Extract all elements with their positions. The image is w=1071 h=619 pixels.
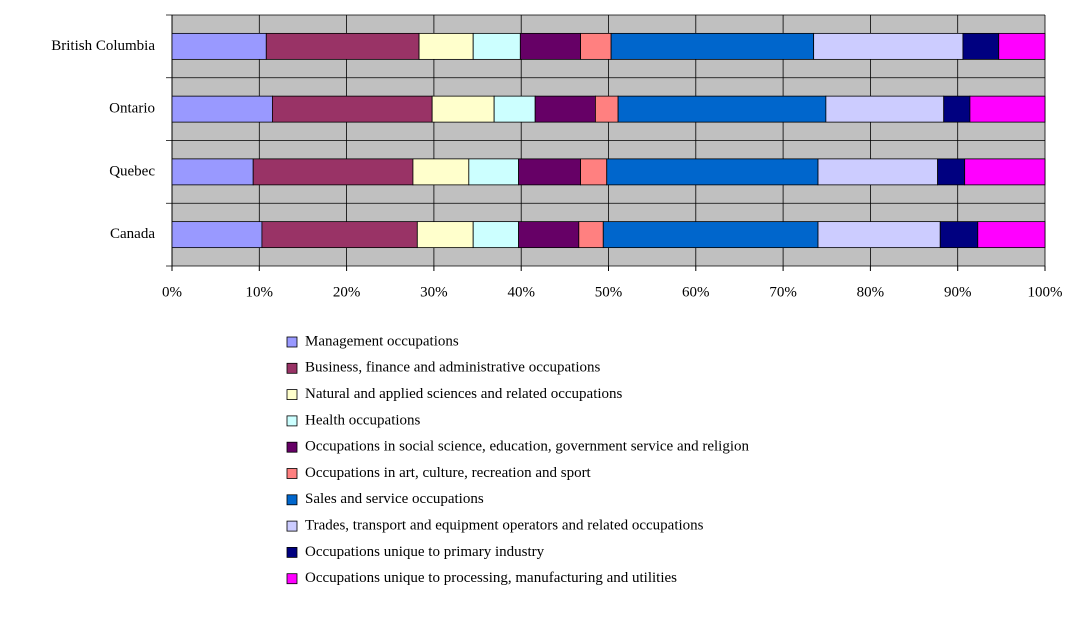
- x-tick-label: 40%: [507, 284, 535, 300]
- y-tick-label: British Columbia: [51, 38, 155, 54]
- legend-label: Occupations in art, culture, recreation …: [305, 465, 592, 481]
- bar-segment: [617, 95, 827, 123]
- legend-swatch: [286, 468, 298, 479]
- bar-segment: [271, 95, 433, 123]
- bar-segment: [998, 32, 1046, 60]
- bar-segment: [472, 221, 519, 249]
- legend-swatch: [286, 520, 298, 532]
- bar-segment: [519, 32, 581, 60]
- legend-swatch: [286, 573, 298, 585]
- bar-segment: [171, 158, 254, 186]
- y-tick-label: Ontario: [109, 101, 155, 117]
- bar-segment: [610, 32, 815, 60]
- legend-swatch: [286, 441, 298, 453]
- legend-swatch: [286, 362, 298, 374]
- x-tick-label: 50%: [595, 284, 623, 300]
- bar-segment: [171, 95, 273, 123]
- bar-segment: [431, 95, 495, 123]
- legend-swatch: [286, 547, 298, 558]
- bar-segment: [602, 221, 819, 249]
- legend-label: Occupations unique to primary industry: [305, 544, 545, 560]
- bar-segment: [817, 158, 939, 186]
- bar-segment: [977, 221, 1046, 249]
- x-tick-label: 60%: [682, 284, 710, 300]
- bar-segment: [580, 158, 608, 186]
- x-tick-label: 90%: [944, 284, 972, 300]
- x-tick-label: 100%: [1028, 284, 1063, 300]
- legend-label: Management occupations: [305, 333, 459, 349]
- bar-segment: [416, 221, 474, 249]
- y-tick-label: Canada: [110, 226, 155, 242]
- bar-segment: [969, 95, 1046, 123]
- legend-swatch: [286, 415, 298, 427]
- x-tick-label: 80%: [857, 284, 885, 300]
- bar-segment: [962, 32, 1000, 60]
- bar-segment: [595, 95, 619, 123]
- bar-segment: [580, 32, 612, 60]
- x-tick-label: 20%: [333, 284, 361, 300]
- bar-segment: [939, 221, 979, 249]
- bar-segment: [817, 221, 941, 249]
- legend-label: Sales and service occupations: [305, 491, 484, 507]
- x-tick-label: 30%: [420, 284, 448, 300]
- bar-segment: [813, 32, 964, 60]
- bar-segment: [518, 221, 580, 249]
- x-tick-label: 0%: [162, 284, 182, 300]
- bar-segment: [265, 32, 420, 60]
- bar-segment: [964, 158, 1046, 186]
- legend-label: Occupations in social science, education…: [305, 439, 750, 455]
- legend-label: Natural and applied sciences and related…: [305, 386, 623, 402]
- bar-segment: [171, 221, 263, 249]
- bar-segment: [943, 95, 971, 123]
- bar-segment: [468, 158, 519, 186]
- bar-segment: [534, 95, 596, 123]
- bar-segment: [825, 95, 945, 123]
- legend-label: Occupations unique to processing, manufa…: [305, 570, 677, 586]
- bar-segment: [578, 221, 604, 249]
- x-tick-label: 70%: [769, 284, 797, 300]
- bar-segment: [606, 158, 819, 186]
- legend-swatch: [286, 336, 298, 348]
- bar-segment: [937, 158, 966, 186]
- legend-swatch: [286, 494, 298, 506]
- bar-segment: [412, 158, 470, 186]
- bar-segment: [472, 32, 521, 60]
- legend-label: Health occupations: [305, 412, 421, 428]
- bar-segment: [418, 32, 474, 60]
- bar-segment: [493, 95, 536, 123]
- legend-swatch: [286, 389, 298, 401]
- x-tick-label: 10%: [246, 284, 274, 300]
- bar-segment: [261, 221, 418, 249]
- legend-label: Business, finance and administrative occ…: [305, 360, 601, 376]
- bar-segment: [252, 158, 414, 186]
- bar-segment: [518, 158, 581, 186]
- legend-label: Trades, transport and equipment operator…: [305, 518, 704, 534]
- bar-segment: [171, 32, 267, 60]
- y-tick-label: Quebec: [109, 163, 155, 179]
